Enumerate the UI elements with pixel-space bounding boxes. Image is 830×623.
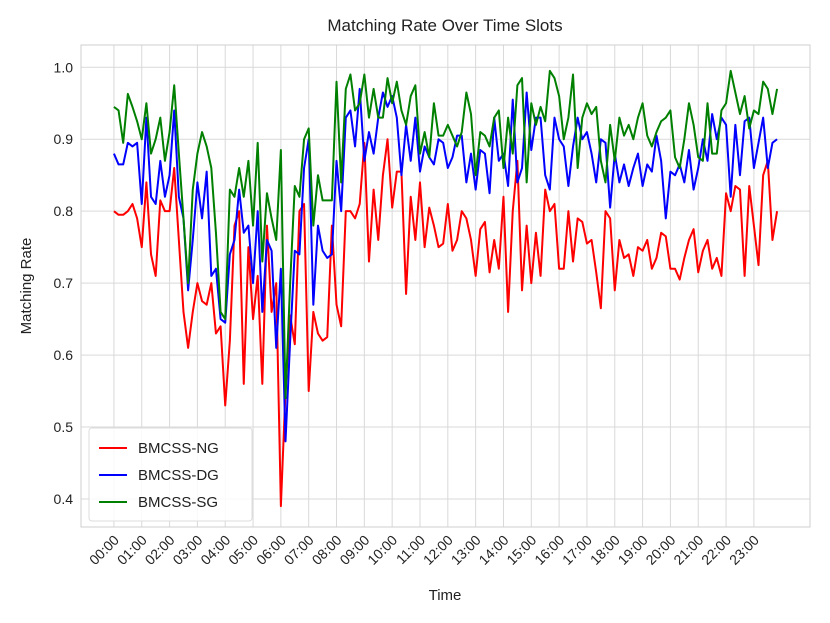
- y-tick-label: 1.0: [54, 59, 74, 75]
- series-line: [113, 138, 779, 508]
- legend-label: BMCSS-SG: [138, 494, 218, 511]
- y-tick-label: 0.7: [54, 275, 74, 291]
- legend-label: BMCSS-DG: [138, 467, 219, 484]
- y-tick-label: 0.6: [54, 347, 74, 363]
- chart-title: Matching Rate Over Time Slots: [327, 16, 562, 35]
- series-line: [113, 87, 778, 443]
- legend-label: BMCSS-NG: [138, 440, 219, 457]
- y-axis-label: Matching Rate: [18, 238, 35, 335]
- series-line: [113, 69, 779, 400]
- y-tick-label: 0.5: [54, 419, 74, 435]
- legend-box: [88, 427, 253, 522]
- plot-frame: [80, 44, 811, 528]
- y-tick-label: 0.4: [54, 491, 74, 507]
- y-tick-label: 0.9: [54, 131, 74, 147]
- x-axis-label: Time: [429, 587, 462, 604]
- y-tick-label: 0.8: [54, 203, 74, 219]
